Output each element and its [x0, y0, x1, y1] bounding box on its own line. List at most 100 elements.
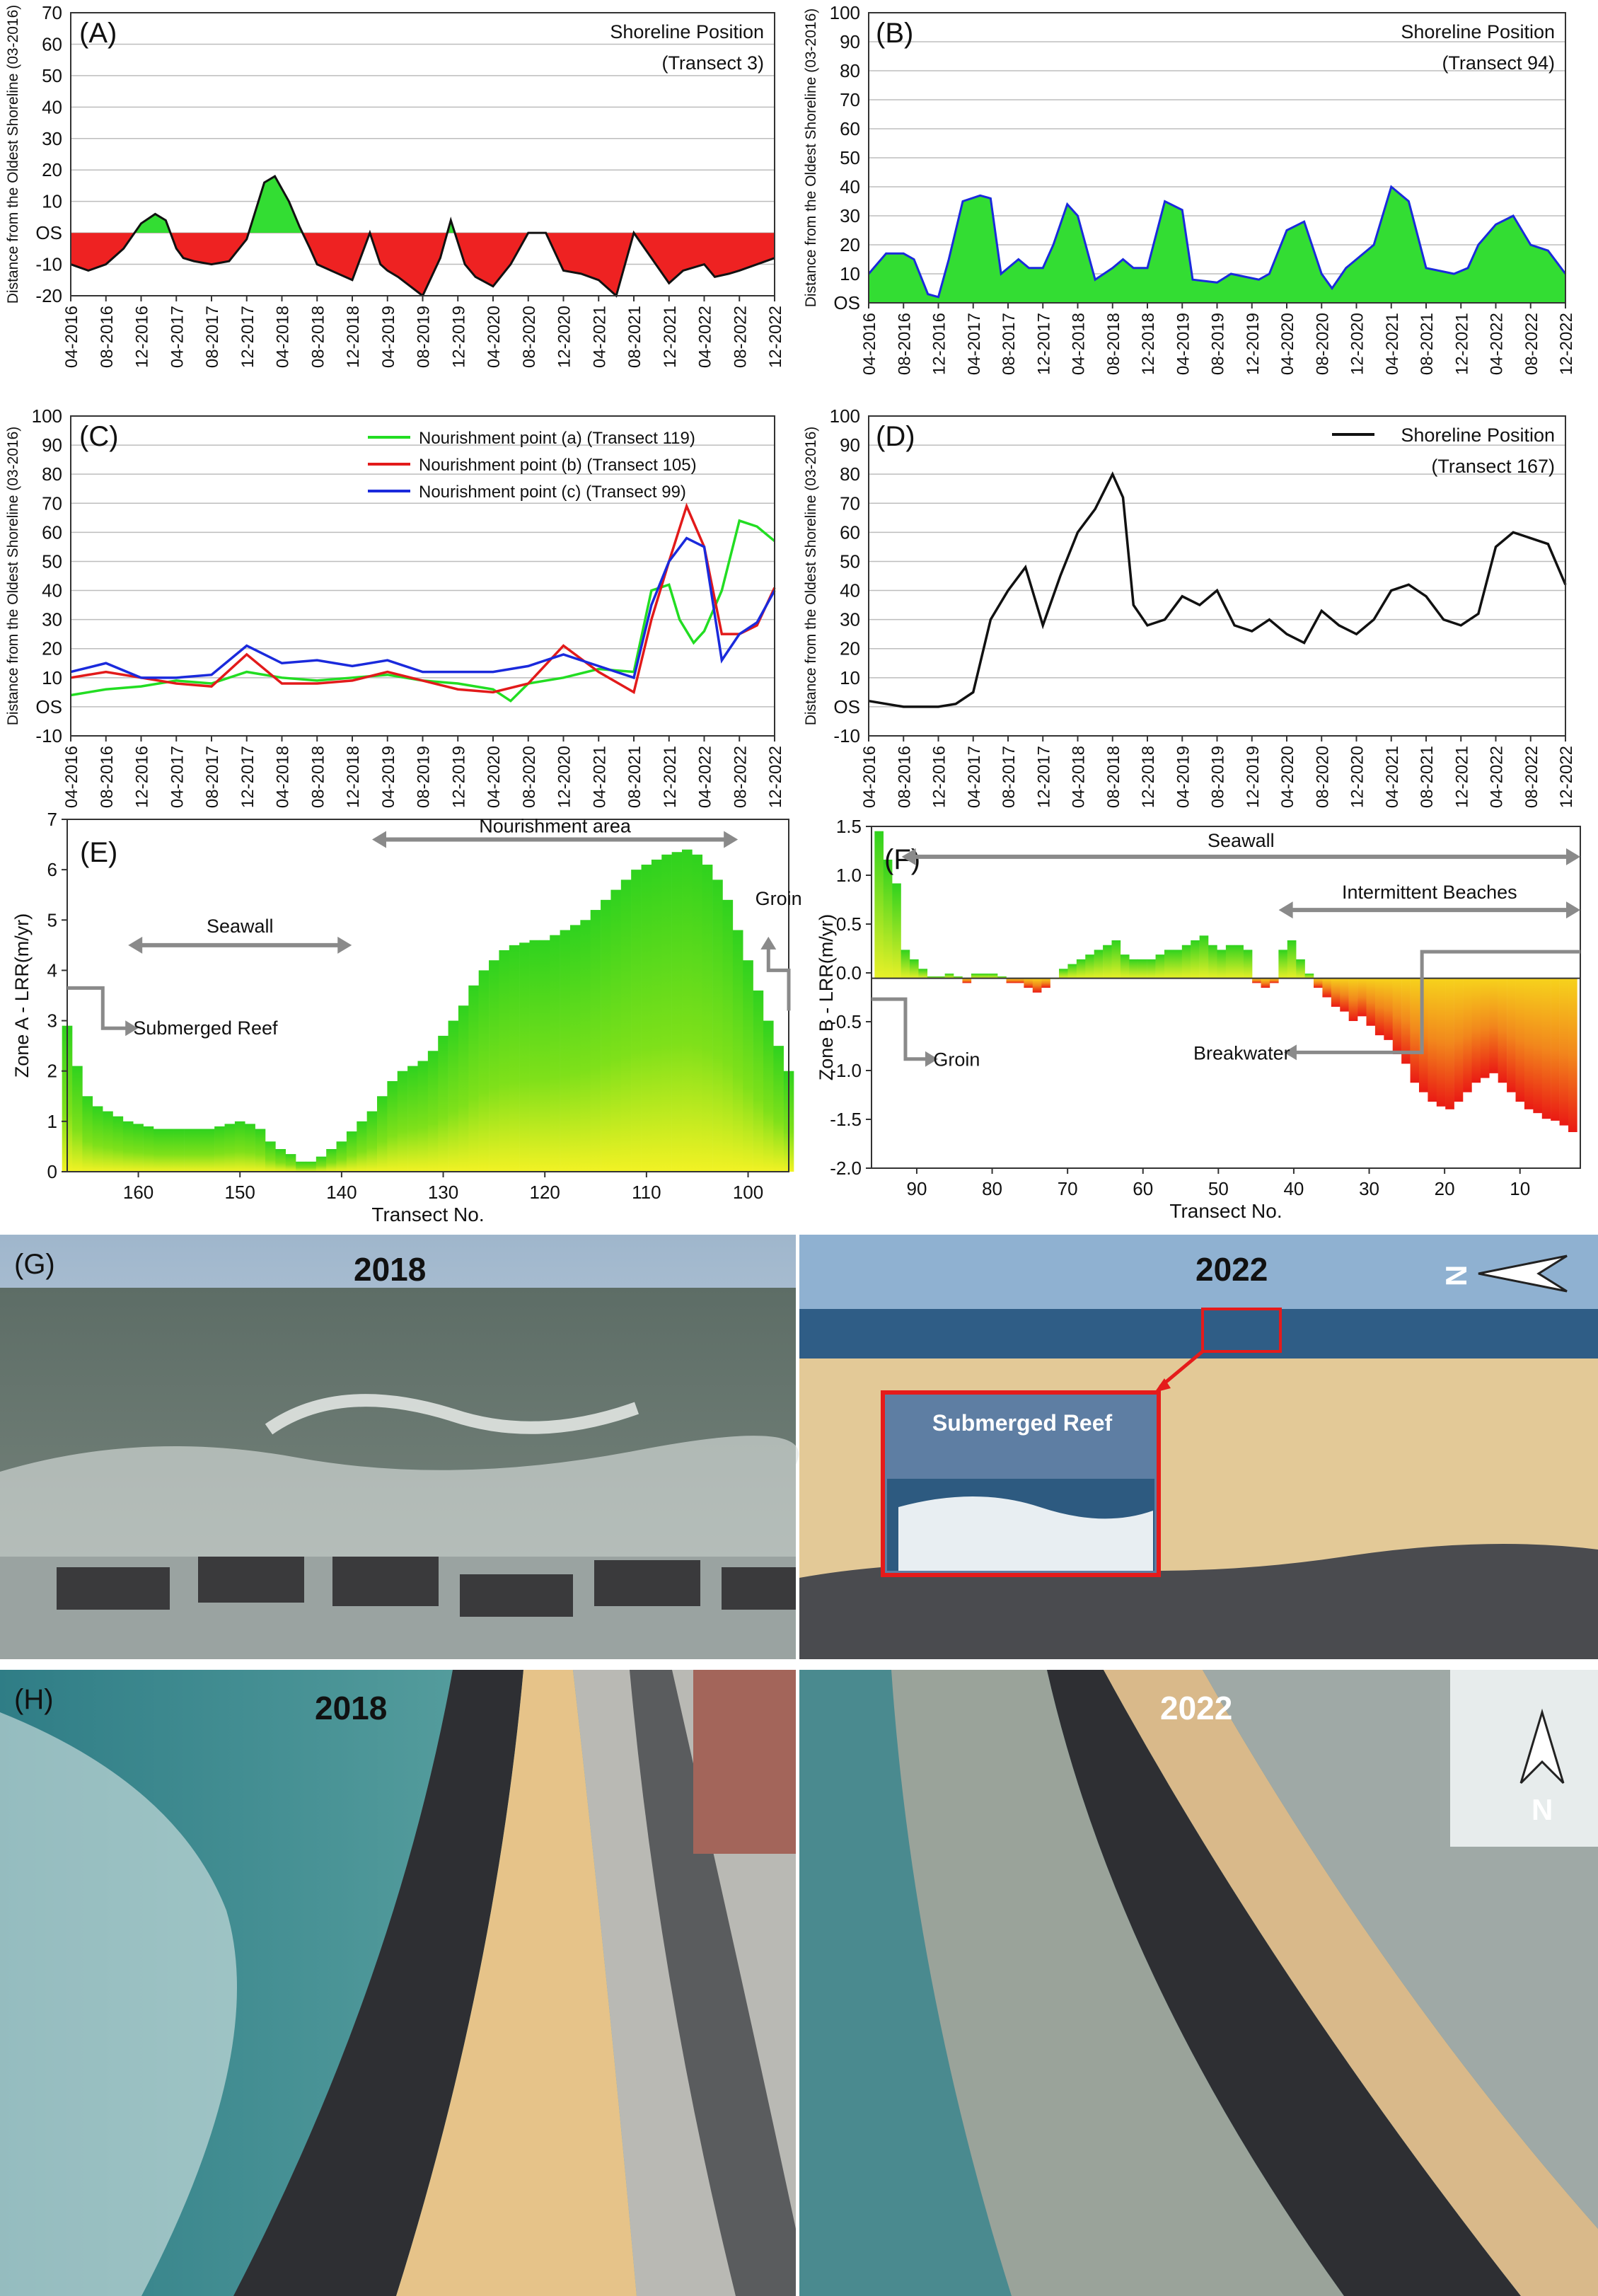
bar: [306, 1161, 317, 1172]
photo-h-left-seawall: [233, 1670, 523, 2296]
bar: [732, 930, 743, 1172]
x-tick-label: 04-2019: [379, 746, 398, 808]
y-tick-label: 0.5: [836, 913, 862, 935]
x-tick-label: 90: [906, 1178, 927, 1199]
intermittent-beaches-arrow-head-right: [1566, 901, 1580, 919]
bar: [204, 1129, 215, 1172]
x-tick-label: 12-2022: [1557, 313, 1576, 375]
x-tick-label: 08-2021: [1418, 313, 1437, 375]
bar: [326, 1148, 337, 1172]
bar: [641, 865, 652, 1172]
panel-title: Shoreline Position: [610, 21, 764, 42]
reef-callout-arrowhead: [1154, 1378, 1171, 1392]
y-axis-label: Distance from the Oldest Shoreline (03-2…: [803, 427, 819, 726]
panel-label: (D): [876, 421, 915, 452]
x-tick-label: 08-2020: [520, 746, 539, 808]
photo-h-right-beach: [1104, 1670, 1598, 2296]
bar: [1428, 978, 1437, 1102]
x-tick-label: 08-2021: [625, 306, 644, 368]
bar: [1480, 978, 1490, 1078]
y-tick-label: OS: [35, 696, 62, 717]
bar: [72, 1066, 83, 1172]
x-tick-label: 12-2021: [1452, 746, 1471, 808]
annotation-seawall: Seawall: [1208, 830, 1275, 851]
photo-g-left-year: 2018: [354, 1251, 426, 1288]
bar: [580, 920, 591, 1172]
y-tick-label: 100: [830, 405, 860, 427]
x-tick-label: 12-2019: [1244, 746, 1263, 808]
bar: [224, 1124, 236, 1172]
x-tick-label: 12-2022: [1557, 746, 1576, 808]
y-tick-label: 3: [47, 1010, 57, 1032]
bar: [143, 1126, 154, 1172]
y-tick-label: 80: [840, 463, 860, 485]
bar: [1436, 978, 1446, 1107]
bar: [1463, 978, 1472, 1092]
y-tick-label: OS: [833, 696, 860, 717]
rock-block: [57, 1567, 170, 1610]
x-tick-label: 12-2019: [1244, 313, 1263, 375]
x-tick-label: 04-2021: [1383, 313, 1402, 375]
bar: [753, 990, 764, 1172]
y-tick-label: 0: [47, 1161, 57, 1182]
seawall-arrow-head-left: [901, 848, 916, 865]
bar: [315, 1156, 327, 1172]
bar: [1498, 978, 1507, 1083]
bar: [133, 1124, 144, 1172]
bar: [1278, 950, 1288, 979]
x-tick-label: 08-2022: [1522, 746, 1541, 808]
y-axis-label: Distance from the Oldest Shoreline (03-2…: [803, 8, 819, 308]
y-tick-label: 0.0: [836, 962, 862, 983]
panel-title: Shoreline Position: [1401, 425, 1555, 446]
bar: [610, 889, 622, 1172]
bar: [1340, 978, 1349, 1012]
y-tick-label: 7: [47, 809, 57, 830]
bar: [346, 1131, 357, 1172]
y-tick-label: 10: [42, 667, 62, 688]
bar: [255, 1129, 266, 1172]
x-tick-label: 12-2021: [661, 746, 680, 808]
gain-area: [71, 176, 775, 233]
bar: [112, 1116, 124, 1172]
x-tick-label: 04-2021: [590, 306, 609, 368]
panel-label: (A): [79, 18, 117, 49]
bar: [1559, 978, 1569, 1126]
bar: [590, 910, 601, 1172]
x-tick-label: 100: [733, 1182, 763, 1203]
y-tick-label: -10: [833, 725, 860, 746]
y-tick-label: 50: [840, 147, 860, 168]
x-tick-label: 04-2020: [485, 746, 504, 808]
photo-h-left-beach: [396, 1670, 637, 2296]
x-tick-label: 08-2019: [1209, 313, 1228, 375]
north-arrow-icon: [1478, 1254, 1568, 1293]
bar: [1191, 940, 1200, 979]
bar: [1199, 935, 1209, 979]
y-tick-label: 2: [47, 1061, 57, 1082]
x-tick-label: 04-2018: [274, 746, 293, 808]
x-tick-label: 04-2020: [1278, 313, 1297, 375]
bar: [417, 1061, 429, 1172]
bar: [971, 973, 980, 979]
breakwater-arrowhead: [1283, 1044, 1297, 1061]
x-tick-label: 08-2016: [98, 306, 117, 368]
x-tick-label: 12-2016: [930, 746, 949, 808]
bar: [509, 945, 520, 1172]
bar: [489, 960, 499, 1172]
bar: [387, 1080, 398, 1172]
loss-area: [71, 233, 775, 296]
x-tick-label: 04-2019: [379, 306, 398, 368]
x-tick-label: 08-2018: [1104, 746, 1123, 808]
breakwater-connector: [1293, 950, 1580, 1054]
bar: [763, 1020, 774, 1172]
y-tick-label: 100: [32, 405, 62, 427]
bar: [1489, 978, 1498, 1073]
bar: [1374, 978, 1384, 1036]
x-tick-label: 08-2019: [1209, 746, 1228, 808]
bar: [1243, 950, 1253, 979]
y-tick-label: 70: [42, 492, 62, 514]
x-tick-label: 08-2016: [98, 746, 117, 808]
x-tick-label: 04-2019: [1174, 313, 1193, 375]
x-tick-label: 12-2018: [344, 746, 363, 808]
x-tick-label: 08-2016: [895, 746, 914, 808]
bar: [550, 935, 560, 1172]
